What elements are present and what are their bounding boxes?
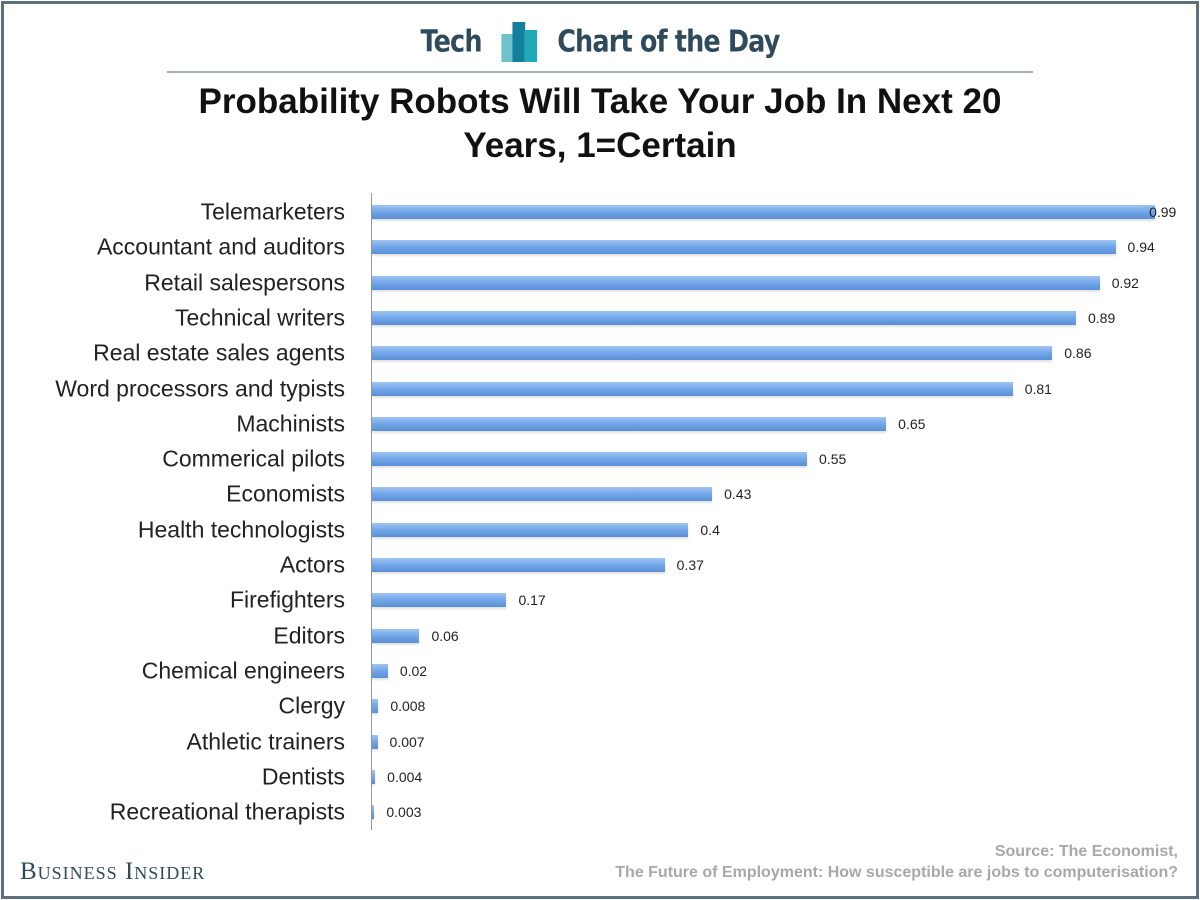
bar xyxy=(372,593,507,608)
bar xyxy=(372,205,1156,219)
bar xyxy=(372,663,388,678)
value-label: 0.4 xyxy=(700,521,720,538)
source-line-1: Source: The Economist, xyxy=(994,843,1178,860)
bar xyxy=(372,734,378,749)
value-label: 0.004 xyxy=(387,768,423,785)
value-label: 0.92 xyxy=(1111,274,1139,291)
value-label: 0.008 xyxy=(390,698,426,715)
value-label: 0.17 xyxy=(518,592,546,609)
bar xyxy=(372,522,689,537)
value-label: 0.81 xyxy=(1024,380,1052,397)
chart-title-text: Probability Robots Will Take Your Job In… xyxy=(198,82,1002,165)
source-line-2: The Future of Employment: How susceptibl… xyxy=(615,864,1178,881)
header-tech: Tech xyxy=(420,24,482,60)
category-label: Editors xyxy=(273,622,345,649)
bar xyxy=(372,558,665,572)
value-label: 0.99 xyxy=(1149,204,1177,220)
bar xyxy=(372,628,420,643)
category-label: Accountant and auditors xyxy=(96,233,345,260)
category-label: Health technologists xyxy=(137,516,345,543)
bar xyxy=(372,240,1116,255)
category-label: Clergy xyxy=(278,692,345,719)
bar xyxy=(372,769,376,784)
value-label: 0.02 xyxy=(399,662,428,679)
value-label: 0.06 xyxy=(431,627,459,644)
bar xyxy=(372,805,375,820)
value-label: 0.94 xyxy=(1127,239,1155,256)
category-label: Dentists xyxy=(261,763,345,790)
bar-chart-logo-icon xyxy=(501,22,538,62)
bar xyxy=(372,487,713,502)
business-insider-logo: Business Insider xyxy=(20,858,206,885)
category-label: Firefighters xyxy=(229,586,345,613)
bar xyxy=(372,416,887,431)
category-label: Actors xyxy=(279,551,345,578)
header-divider xyxy=(167,71,1033,73)
category-label: Machinists xyxy=(236,410,345,437)
value-label: 0.86 xyxy=(1064,345,1092,362)
value-label: 0.65 xyxy=(898,415,926,432)
value-label: 0.89 xyxy=(1087,309,1116,326)
category-label: Telemarketers xyxy=(200,198,345,225)
category-label: Economists xyxy=(226,480,345,507)
value-label: 0.55 xyxy=(819,451,847,468)
value-label: 0.003 xyxy=(386,804,422,821)
value-label: 0.37 xyxy=(676,557,704,573)
chart-of-the-day-header: Tech Chart of the Day xyxy=(90,22,1110,62)
category-label: Athletic trainers xyxy=(186,728,345,754)
category-label: Chemical engineers xyxy=(141,657,345,684)
category-label: Retail salespersons xyxy=(144,269,345,296)
category-label: Technical writers xyxy=(175,304,345,331)
bar xyxy=(372,275,1100,290)
bar xyxy=(372,346,1053,361)
value-label: 0.007 xyxy=(389,733,425,750)
header-chart-of-the-day: Chart of the Day xyxy=(557,24,780,60)
category-label: Recreational therapists xyxy=(109,798,345,825)
value-label: 0.43 xyxy=(724,486,752,503)
bar xyxy=(372,310,1076,325)
bar xyxy=(372,452,808,467)
category-label: Real estate sales agents xyxy=(93,339,345,366)
chart-title: Probability Robots Will Take Your Job In… xyxy=(0,80,1200,168)
y-axis-line xyxy=(371,193,372,830)
category-label: Word processors and typists xyxy=(55,375,345,401)
bar xyxy=(372,381,1013,396)
category-label: Commerical pilots xyxy=(162,445,345,472)
bar xyxy=(372,699,379,714)
